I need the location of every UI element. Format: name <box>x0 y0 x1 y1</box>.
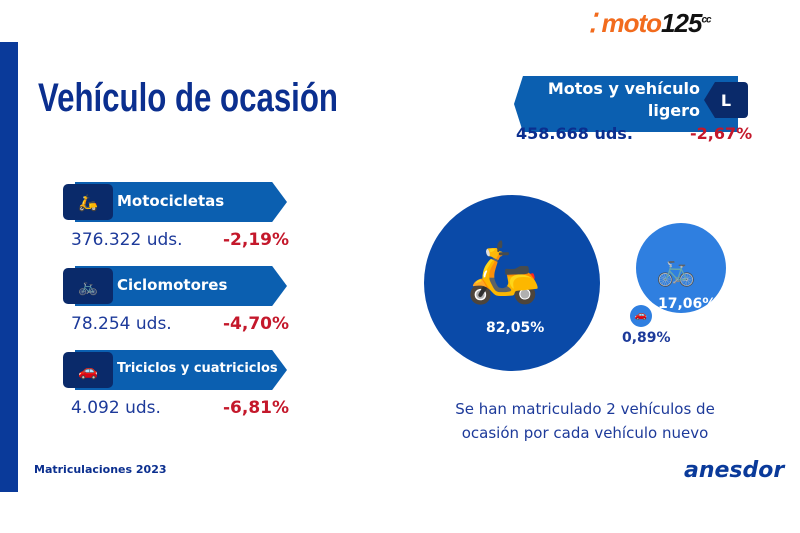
logo-suffix: cc <box>701 14 711 26</box>
scooter-icon: 🛵 <box>63 184 113 220</box>
footer-label: Matriculaciones 2023 <box>34 463 167 476</box>
moto125-logo: ⁚ moto125cc <box>588 8 712 38</box>
category-label: Ciclomotores <box>117 276 228 294</box>
share-bubble-mopeds <box>636 223 726 313</box>
logo-number: 125 <box>661 8 702 38</box>
summary-units: 458.668 uds. <box>516 124 633 143</box>
share-quads: 0,89% <box>622 330 671 346</box>
car-icon: 🚗 <box>630 305 652 327</box>
category-change: -6,81% <box>223 398 290 418</box>
moped-icon: 🚲 <box>656 250 696 288</box>
category-units: 4.092 uds. <box>71 398 161 418</box>
scooter-icon: 🛵 <box>466 237 541 307</box>
logo-brand: moto <box>601 8 663 38</box>
summary-note: Se han matriculado 2 vehículos de ocasió… <box>455 400 715 442</box>
sidebar-accent-bar <box>0 42 18 492</box>
category-change: -2,19% <box>223 230 290 250</box>
category-units: 78.254 uds. <box>71 314 172 334</box>
share-bubble-motorcycles <box>424 195 600 371</box>
category-change: -4,70% <box>223 314 290 334</box>
page-title: Vehículo de ocasión <box>38 76 338 120</box>
car-icon: 🚗 <box>63 352 113 388</box>
moped-icon: 🚲 <box>63 268 113 304</box>
summary-label: Motos y vehículo ligero <box>547 79 700 120</box>
anesdor-logo: anesdor <box>684 458 785 483</box>
summary-change: -2,67% <box>690 124 753 143</box>
category-label: Motocicletas <box>117 192 225 210</box>
category-label: Triciclos y cuatriciclos <box>117 361 278 376</box>
summary-banner <box>514 76 738 132</box>
share-mopeds: 17,06% <box>658 296 717 312</box>
share-motorcycles: 82,05% <box>486 320 545 336</box>
category-units: 376.322 uds. <box>71 230 183 250</box>
